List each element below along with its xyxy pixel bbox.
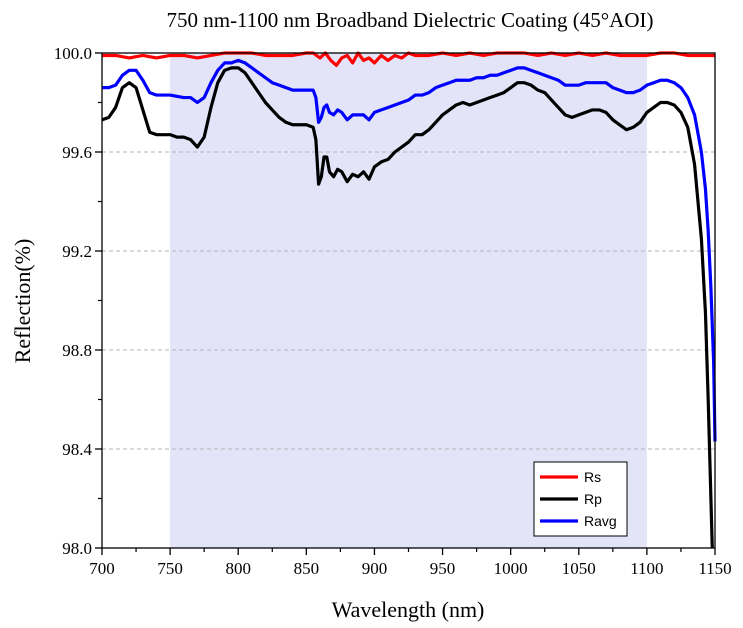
- x-tick-label: 1100: [630, 559, 663, 578]
- x-tick-label: 700: [89, 559, 115, 578]
- legend: Rs Rp Ravg: [533, 461, 628, 537]
- x-tick-label: 1150: [698, 559, 731, 578]
- y-tick-label: 98.0: [62, 539, 92, 558]
- y-axis-title: Reflection(%): [10, 239, 35, 364]
- series-line-rp: [102, 66, 714, 548]
- x-tick-label: 850: [294, 559, 320, 578]
- y-axis: 98.0 98.4 98.8 99.2 99.6 100.0: [54, 44, 102, 558]
- x-axis: 700 750 800 850 900 950 1000 1050 1100 1150: [89, 548, 732, 578]
- y-tick-label: 99.6: [62, 143, 92, 162]
- x-tick-label: 1050: [562, 559, 596, 578]
- x-axis-title: Wavelength (nm): [332, 597, 485, 622]
- y-tick-label: 99.2: [62, 242, 92, 261]
- legend-label-rs: Rs: [584, 469, 601, 485]
- x-tick-label: 750: [157, 559, 183, 578]
- series-line-ravg: [102, 58, 717, 442]
- x-tick-label: 800: [225, 559, 251, 578]
- y-tick-label: 98.4: [62, 440, 92, 459]
- legend-label-rp: Rp: [584, 491, 602, 507]
- x-tick-label: 1000: [494, 559, 528, 578]
- y-tick-label: 98.8: [62, 341, 92, 360]
- chart-title: 750 nm-1100 nm Broadband Dielectric Coat…: [166, 8, 653, 32]
- x-tick-label: 950: [430, 559, 456, 578]
- legend-label-ravg: Ravg: [584, 513, 617, 529]
- y-tick-label: 100.0: [54, 44, 92, 63]
- x-tick-label: 900: [362, 559, 388, 578]
